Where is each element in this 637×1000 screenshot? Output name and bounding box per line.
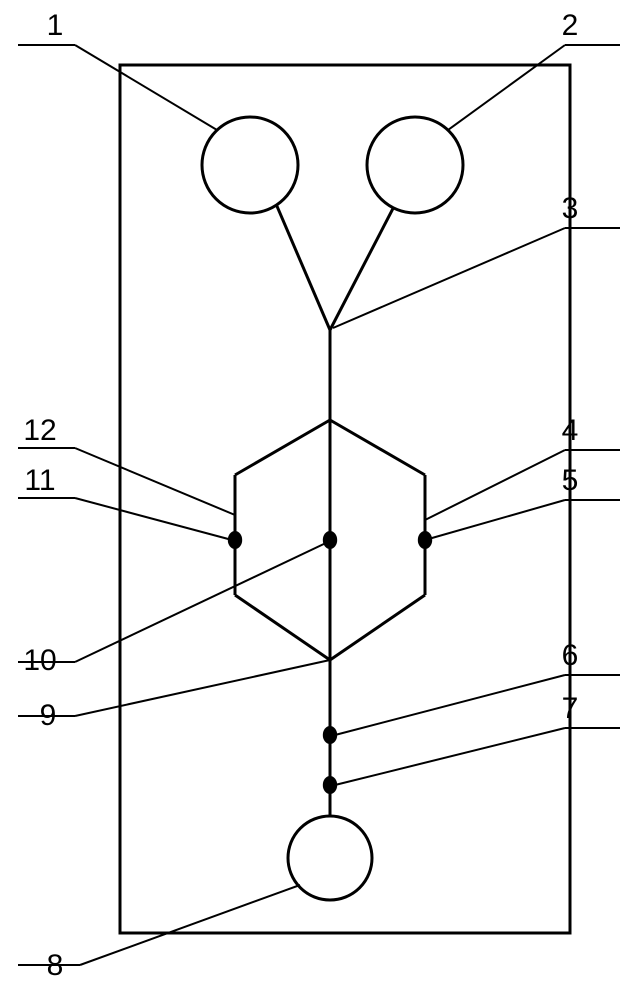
label-11: 11 bbox=[24, 464, 55, 497]
port-circle-bottom bbox=[288, 816, 372, 900]
node-dot_center bbox=[323, 531, 337, 549]
label-2: 2 bbox=[562, 9, 579, 42]
label-6: 6 bbox=[562, 639, 579, 672]
port-circle-top_right bbox=[367, 117, 463, 213]
label-10: 10 bbox=[23, 644, 56, 677]
channel-from-2 bbox=[330, 208, 393, 330]
hex-edge-tl bbox=[235, 420, 330, 475]
leader-4 bbox=[425, 450, 565, 520]
frame bbox=[120, 65, 570, 933]
port-circle-top_left bbox=[202, 117, 298, 213]
label-4: 4 bbox=[562, 414, 579, 447]
channel-from-1 bbox=[276, 205, 330, 330]
hex-edge-bl bbox=[235, 595, 330, 660]
leader-1 bbox=[75, 45, 217, 130]
label-9: 9 bbox=[40, 699, 57, 732]
leader-5 bbox=[425, 500, 565, 540]
hex-edge-br bbox=[330, 595, 425, 660]
leader-10 bbox=[75, 542, 328, 662]
label-1: 1 bbox=[47, 9, 64, 42]
label-8: 8 bbox=[47, 949, 64, 982]
leader-9 bbox=[75, 660, 330, 716]
label-5: 5 bbox=[562, 464, 579, 497]
leader-6 bbox=[335, 675, 565, 735]
leader-8 bbox=[80, 885, 300, 965]
hex-edge-tr bbox=[330, 420, 425, 475]
label-3: 3 bbox=[562, 192, 579, 225]
leader-2 bbox=[448, 45, 565, 130]
leader-7 bbox=[335, 728, 565, 785]
schematic-diagram: 123456789101112 bbox=[0, 0, 637, 1000]
label-7: 7 bbox=[562, 692, 579, 725]
leader-3 bbox=[333, 228, 565, 328]
label-12: 12 bbox=[23, 414, 56, 447]
